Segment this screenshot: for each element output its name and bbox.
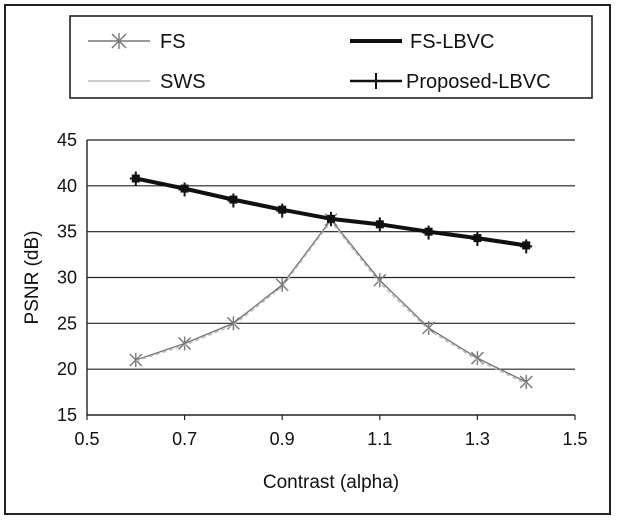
series-layer: [129, 171, 533, 389]
point-fs-1.1: [373, 273, 387, 288]
x-tick-label-1.1: 1.1: [367, 429, 392, 449]
legend-item-fs: FS: [88, 31, 186, 53]
y-tick-label-30: 30: [57, 268, 77, 288]
legend-label-fs-lbvc: FS-LBVC: [410, 31, 494, 53]
point-fs-1.2: [422, 320, 436, 335]
point-proposed-lbvc-0.8: [227, 193, 240, 208]
point-fs-0.6: [129, 353, 143, 367]
point-proposed-lbvc-1.4: [520, 239, 533, 254]
series-proposed-lbvc: [129, 171, 533, 254]
axes: [86, 140, 575, 416]
plot-area: 15 20 25 30 35 40 45 0.5 0.7 0.9 1.1 1.3 1.5: [57, 130, 588, 449]
point-fs-0.9: [275, 277, 289, 292]
x-tick-label-0.5: 0.5: [74, 429, 99, 449]
x-tick-label-1.3: 1.3: [465, 429, 490, 449]
legend: FS SWS FS-LBVC Proposed-LBVC: [69, 15, 593, 99]
legend-item-sws: SWS: [88, 71, 206, 93]
y-tick-label-15: 15: [57, 405, 77, 425]
series-line-sws: [135, 220, 527, 385]
y-axis-title: PSNR (dB): [22, 231, 43, 325]
series-sws: [135, 220, 527, 385]
point-fs-1.4: [519, 375, 533, 389]
point-fs-0.7: [178, 336, 192, 351]
legend-box: [69, 15, 593, 99]
y-tick-labels: 15 20 25 30 35 40 45: [57, 130, 77, 425]
legend-item-fs-lbvc: FS-LBVC: [350, 31, 494, 53]
legend-label-proposed-lbvc: Proposed-LBVC: [406, 71, 551, 93]
point-proposed-lbvc-1.1: [373, 217, 386, 232]
y-tick-label-20: 20: [57, 359, 77, 379]
y-tick-label-35: 35: [57, 222, 77, 242]
point-proposed-lbvc-0.9: [276, 203, 289, 218]
series-line-fs: [135, 219, 527, 383]
point-proposed-lbvc-0.6: [129, 171, 142, 186]
x-tick-label-0.7: 0.7: [172, 429, 197, 449]
legend-item-proposed-lbvc: Proposed-LBVC: [350, 71, 551, 93]
x-tick-label-1.5: 1.5: [562, 429, 587, 449]
y-tick-label-40: 40: [57, 176, 77, 196]
gridlines: [87, 139, 575, 370]
point-proposed-lbvc-1.2: [422, 225, 435, 240]
x-axis-title: Contrast (alpha): [263, 472, 399, 493]
legend-marker-fs: [111, 33, 127, 49]
x-tick-label-0.9: 0.9: [270, 429, 295, 449]
y-tick-label-45: 45: [57, 130, 77, 150]
x-tick-labels: 0.5 0.7 0.9 1.1 1.3 1.5: [74, 415, 588, 449]
point-proposed-lbvc-1.3: [471, 232, 484, 246]
legend-label-fs: FS: [160, 31, 186, 53]
point-proposed-lbvc-0.7: [178, 182, 191, 197]
legend-label-sws: SWS: [160, 71, 206, 93]
y-tick-label-25: 25: [57, 313, 77, 333]
point-fs-1.3: [470, 351, 484, 366]
point-proposed-lbvc-1: [325, 211, 337, 226]
